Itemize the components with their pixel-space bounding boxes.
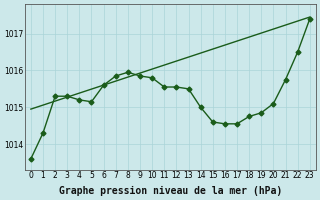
X-axis label: Graphe pression niveau de la mer (hPa): Graphe pression niveau de la mer (hPa) (59, 186, 282, 196)
